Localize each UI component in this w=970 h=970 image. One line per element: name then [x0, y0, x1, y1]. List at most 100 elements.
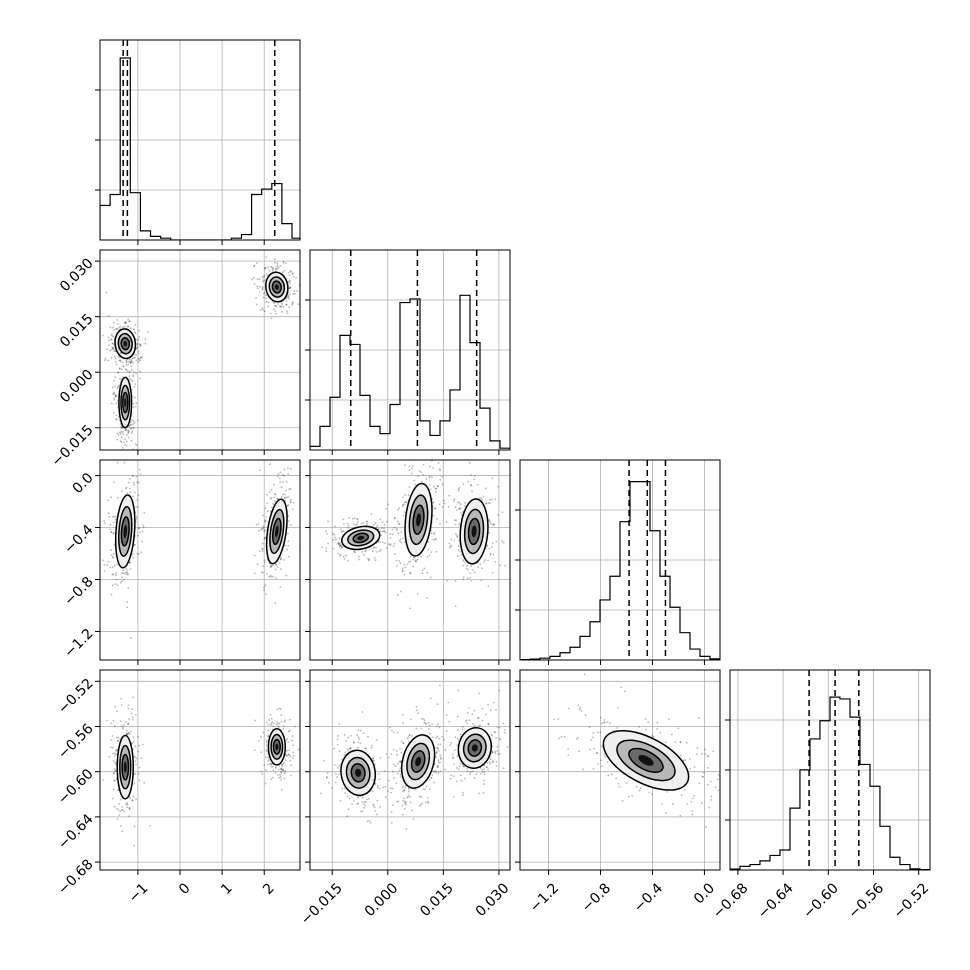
scatter-point	[137, 357, 140, 360]
scatter-point	[457, 489, 460, 492]
scatter-point	[434, 487, 437, 490]
scatter-point	[127, 429, 129, 432]
scatter-point	[403, 800, 406, 803]
scatter-point	[283, 772, 286, 775]
scatter-point	[289, 286, 292, 289]
scatter-point	[270, 765, 272, 768]
scatter-point	[360, 810, 363, 813]
scatter-point	[113, 481, 116, 484]
scatter-point	[263, 292, 266, 294]
scatter-point	[134, 772, 137, 775]
scatter-point	[295, 276, 298, 279]
scatter-point	[255, 262, 258, 264]
scatter-point	[432, 485, 435, 488]
scatter-point	[492, 523, 495, 526]
scatter-point	[472, 722, 474, 725]
scatter-point	[263, 559, 266, 562]
scatter-point	[376, 786, 379, 789]
tick-label-x: 0.030	[473, 880, 513, 920]
scatter-point	[134, 332, 137, 334]
scatter-point	[448, 494, 451, 497]
scatter-point	[398, 522, 401, 525]
scatter-point	[409, 718, 412, 721]
scatter-point	[426, 796, 429, 799]
scatter-point	[119, 423, 122, 425]
scatter-point	[127, 704, 130, 707]
scatter-point	[452, 775, 455, 778]
scatter-point	[268, 758, 271, 761]
scatter-point	[290, 271, 292, 273]
contour-line	[345, 756, 371, 789]
scatter-point	[451, 757, 454, 760]
scatter-point	[379, 530, 382, 533]
scatter-point	[448, 542, 451, 545]
scatter-point	[265, 744, 268, 747]
scatter-point	[114, 360, 117, 363]
scatter-point	[264, 782, 267, 785]
scatter-point	[364, 747, 367, 750]
scatter-point	[470, 580, 473, 582]
scatter-point	[447, 701, 450, 704]
scatter-point	[626, 782, 628, 785]
scatter-point	[606, 761, 609, 763]
scatter-point	[419, 803, 422, 806]
scatter-point	[123, 461, 126, 464]
scatter-point	[392, 731, 395, 734]
scatter-point	[272, 269, 274, 272]
scatter-point	[132, 748, 135, 751]
scatter-point	[427, 728, 430, 730]
scatter-point	[265, 256, 268, 259]
scatter-point	[435, 490, 437, 493]
scatter-point	[703, 748, 706, 751]
scatter-point	[128, 806, 131, 809]
scatter-point	[404, 808, 406, 810]
scatter-point	[279, 558, 282, 561]
scatter-point	[253, 554, 256, 557]
scatter-point	[493, 731, 496, 734]
scatter-point	[130, 431, 133, 434]
panel-frame	[99, 249, 301, 451]
scatter-point	[457, 545, 460, 548]
scatter-point	[428, 476, 431, 479]
scatter-point	[435, 751, 438, 754]
scatter-point	[108, 515, 111, 518]
scatter-point	[285, 297, 288, 300]
scatter-point	[139, 370, 141, 373]
scatter-point	[482, 495, 485, 498]
scatter-point	[445, 521, 448, 523]
scatter-point	[682, 759, 685, 762]
scatter-point	[390, 791, 392, 794]
scatter-point	[117, 433, 120, 436]
scatter-point	[497, 514, 499, 516]
scatter-point	[462, 559, 464, 562]
scatter-point	[558, 737, 560, 740]
scatter-point	[485, 713, 488, 716]
scatter-point	[114, 350, 116, 352]
scatter-point	[119, 359, 122, 362]
scatter-point	[115, 328, 118, 331]
scatter-point	[137, 360, 140, 363]
scatter-point	[483, 773, 486, 776]
scatter-point	[303, 280, 305, 282]
scatter-point	[333, 747, 336, 750]
scatter-point	[453, 763, 455, 766]
contour-line	[121, 753, 130, 781]
scatter-point	[336, 743, 339, 746]
scatter-point	[132, 403, 135, 405]
scatter-point	[458, 507, 461, 510]
scatter-point	[122, 810, 125, 813]
tick-label-x: −0.60	[800, 880, 842, 922]
scatter-point	[352, 523, 355, 526]
scatter-point	[469, 473, 472, 476]
tick-label-x: −0.52	[891, 880, 933, 922]
scatter-point	[466, 564, 469, 567]
scatter-point	[429, 697, 432, 700]
scatter-point	[436, 723, 439, 726]
scatter-point	[399, 562, 402, 564]
scatter-point	[387, 756, 390, 759]
scatter-point	[577, 736, 580, 739]
scatter-point	[347, 808, 350, 811]
scatter-point	[652, 735, 655, 738]
scatter-point	[267, 760, 270, 762]
scatter-point	[382, 786, 385, 789]
